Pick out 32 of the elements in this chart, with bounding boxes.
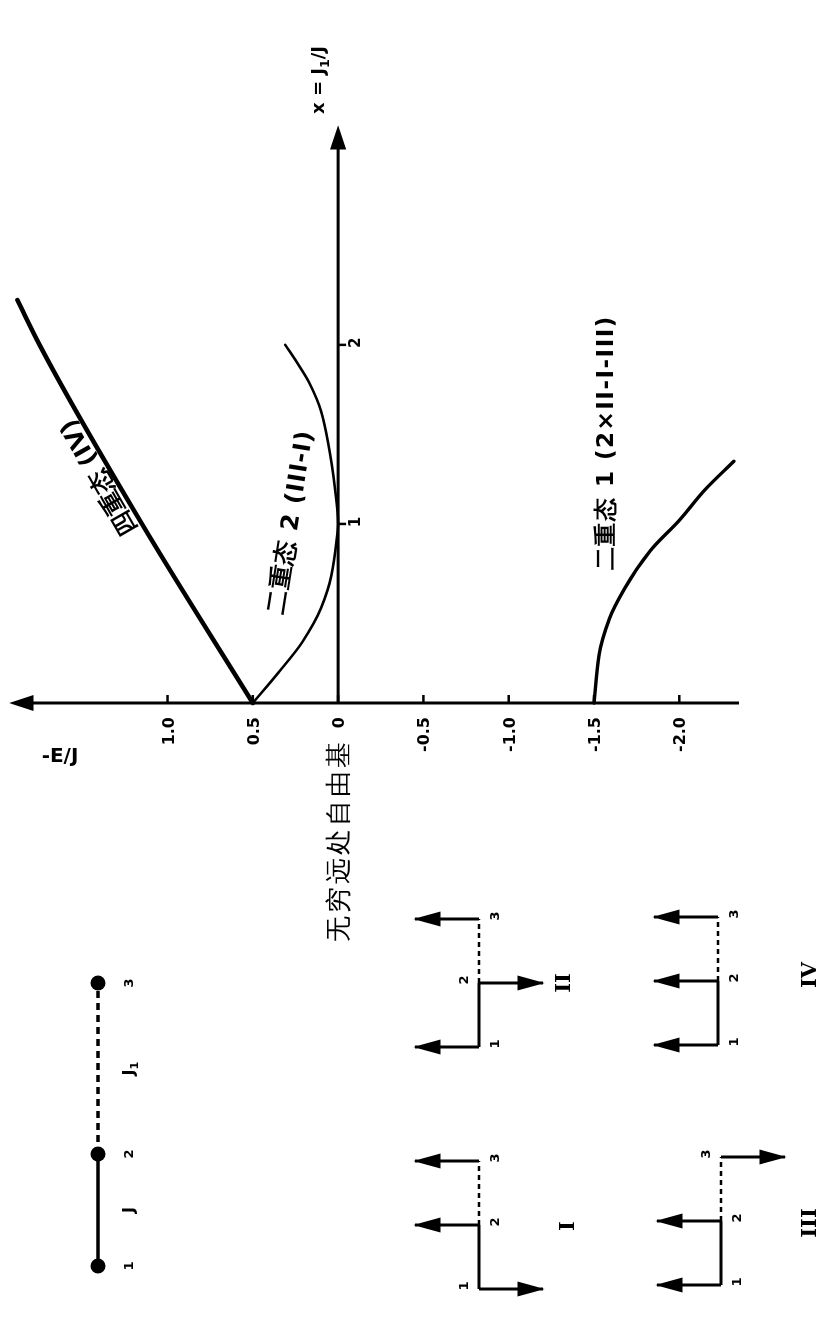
text: 1 (728, 1277, 744, 1287)
text: 2 (486, 1217, 502, 1227)
x-tick-label: -0.5 (413, 717, 433, 752)
text: 1 (725, 1037, 741, 1047)
text: 3 (486, 911, 502, 921)
text: 无穷远处自由基 (323, 739, 354, 942)
text: 四重态 (IV) (53, 414, 143, 541)
text: 二重态 1 (2×II-I-III) (592, 315, 618, 570)
x-tick-label: 1.0 (158, 717, 178, 746)
text: 2 (725, 973, 741, 983)
text: J (118, 1207, 138, 1214)
x-tick-label: -1.5 (584, 717, 604, 752)
x-tick-label: 0 (328, 717, 348, 729)
text: 3 (725, 909, 741, 919)
x-tick-label: -1.0 (499, 717, 519, 752)
text: 二重态 2 (III-I) (261, 427, 319, 616)
x-tick-label: 0.5 (243, 717, 263, 746)
x-tick-label: -2.0 (669, 717, 689, 752)
text: 1 (455, 1281, 471, 1291)
text: 2 (120, 1149, 136, 1159)
text: IV (795, 961, 821, 989)
text: I (553, 1221, 579, 1231)
text: 2 (455, 975, 471, 985)
text: 3 (120, 978, 136, 988)
text: III (795, 1208, 821, 1238)
text: II (549, 973, 575, 993)
text: 1 (486, 1039, 502, 1049)
text: 1 (120, 1261, 136, 1271)
text: 3 (486, 1153, 502, 1163)
text: 3 (697, 1149, 713, 1159)
x-axis-title: -E/J (41, 743, 79, 767)
text: 2 (728, 1213, 744, 1223)
